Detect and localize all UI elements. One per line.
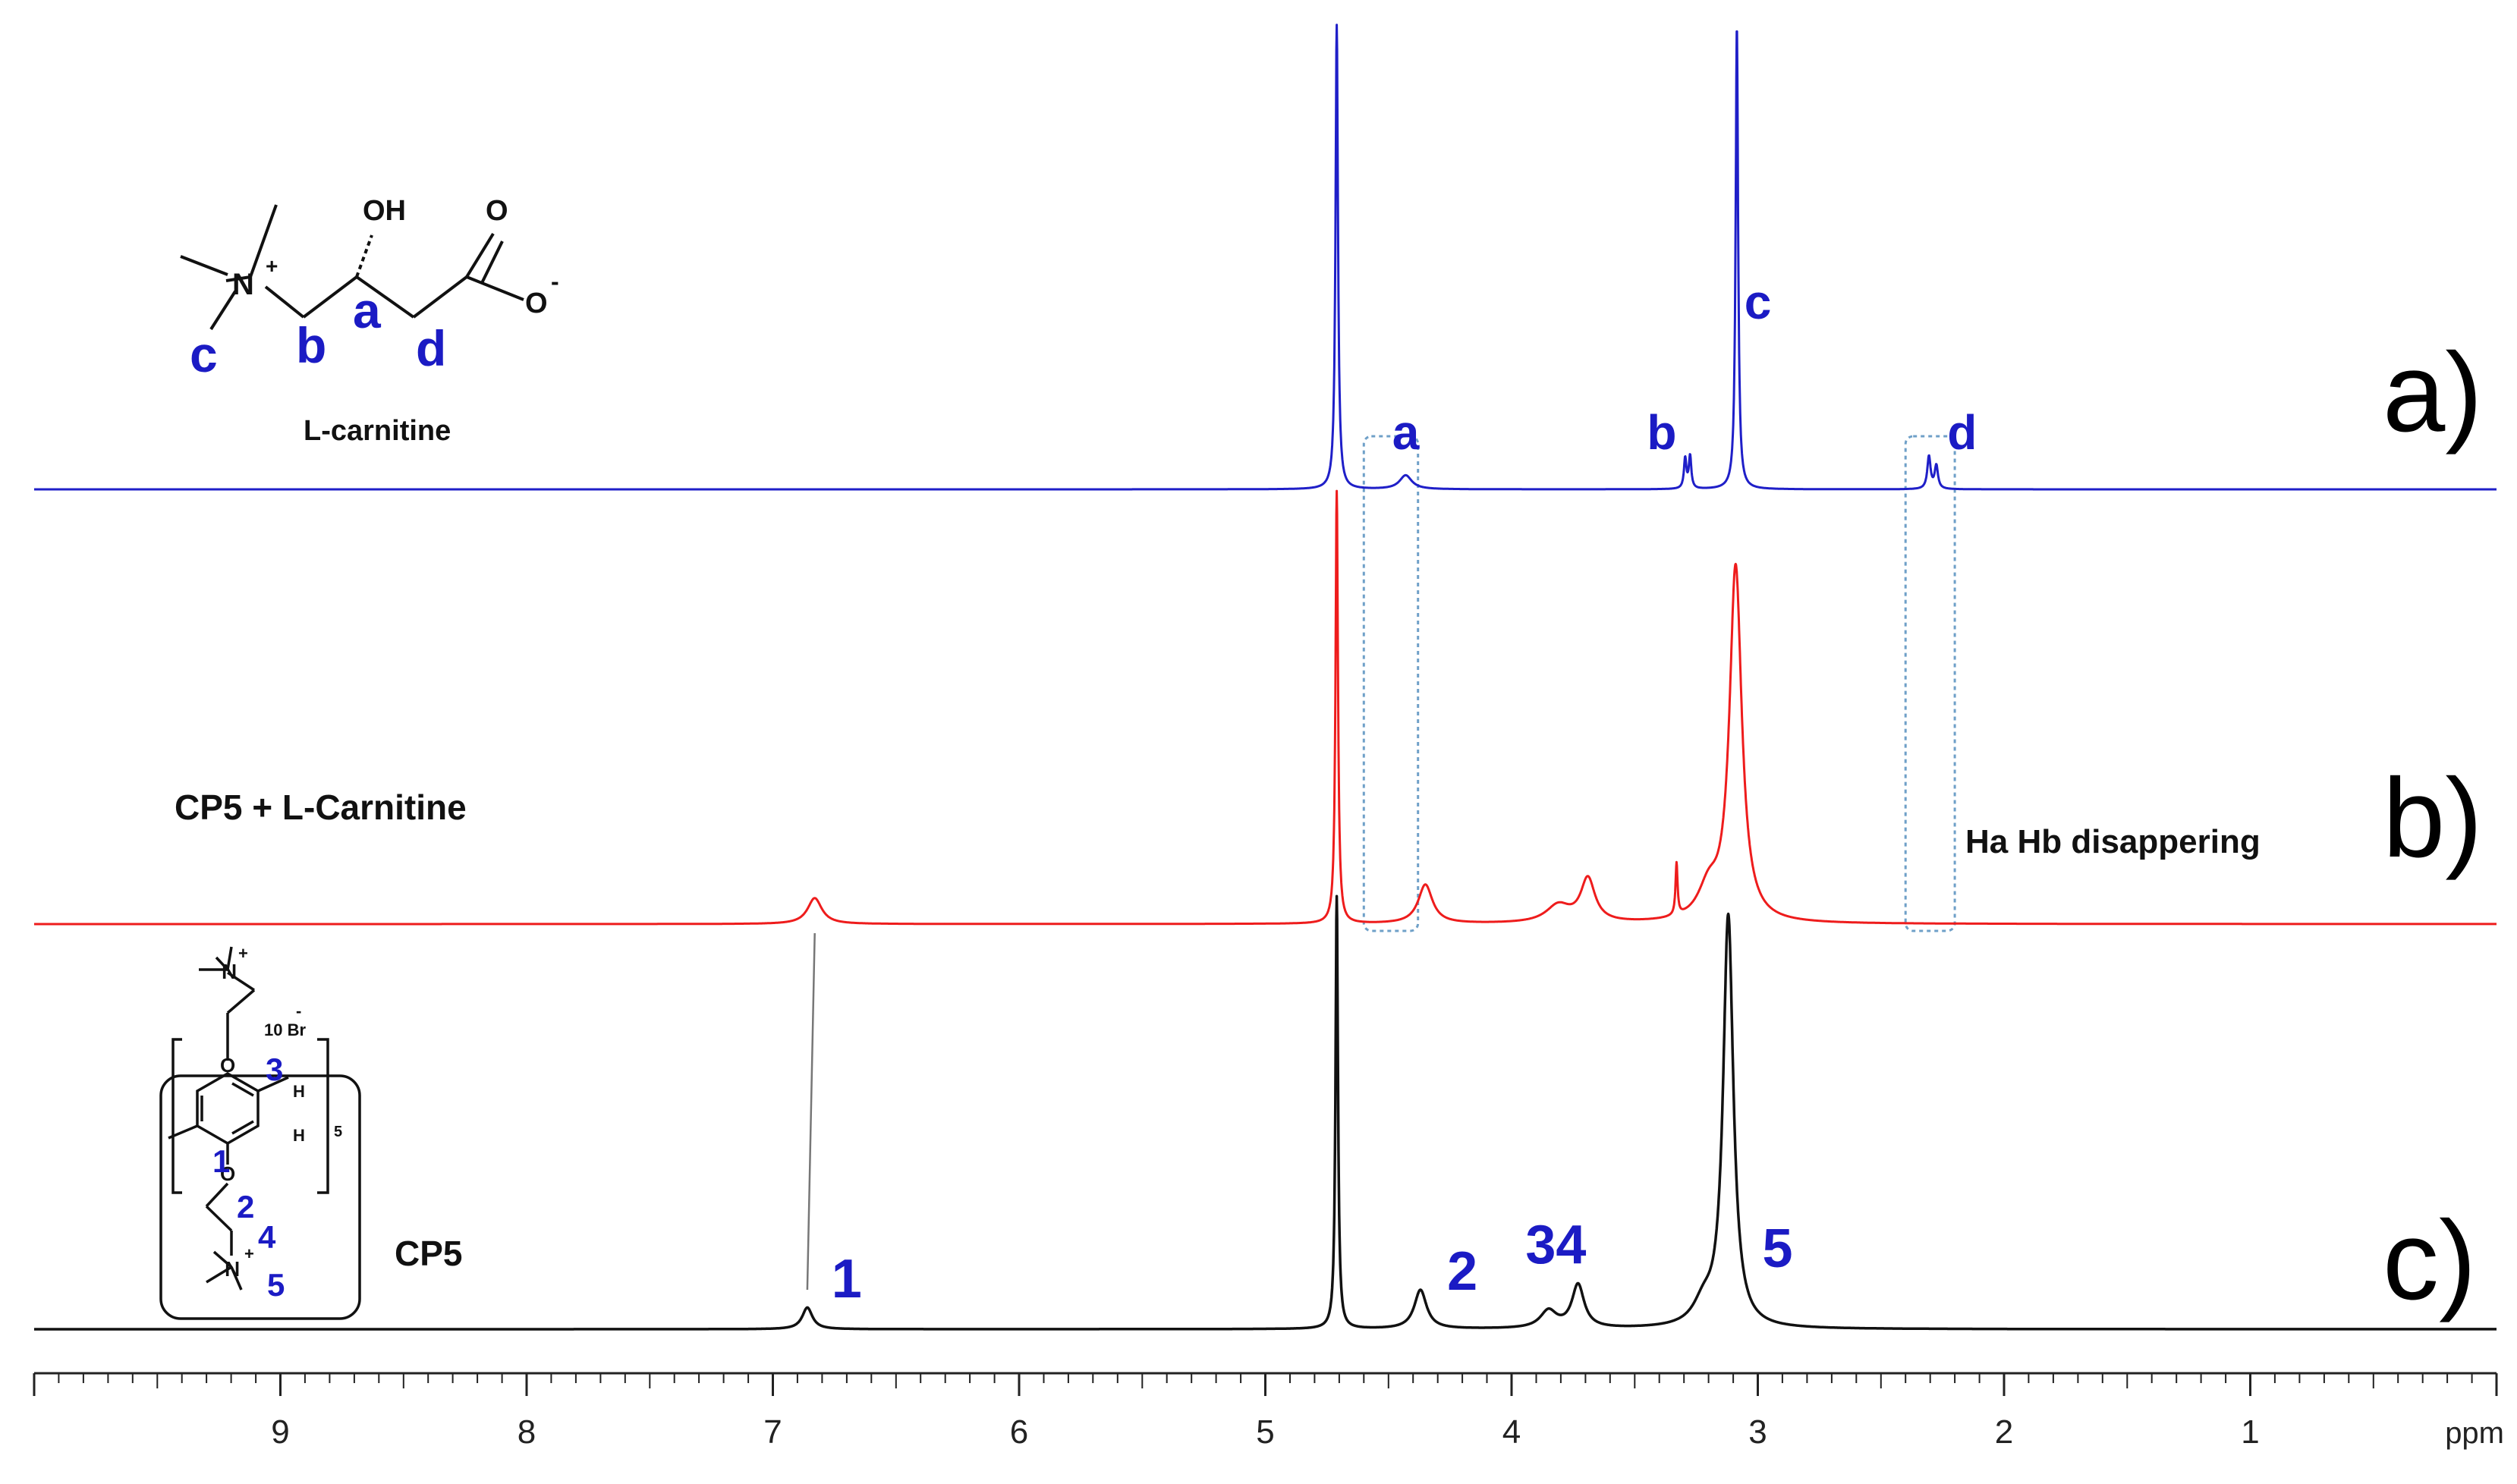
- peak-label-a-d: d: [1947, 405, 1977, 460]
- cp5-repeat-count: 5: [334, 1124, 342, 1140]
- highlight-box-2: [1904, 435, 1956, 932]
- tick-label: 2: [1995, 1413, 2013, 1451]
- l-carnitine-atoms: N + OH O O - c b a d L-carnitine: [190, 195, 559, 447]
- peak-label-a-a: a: [1392, 405, 1420, 460]
- peak-label-c-34: 34: [1525, 1215, 1586, 1275]
- panel-label-b: b): [2383, 756, 2483, 881]
- cp5-h-upper: H: [293, 1082, 305, 1101]
- carnitine-label-b: b: [296, 317, 326, 373]
- cp5-atoms: N + 10 Br - O H H 5 O N + 3 1 2 4 5: [212, 944, 342, 1303]
- panel-label-c: c): [2383, 1198, 2476, 1323]
- peak-correlation-line: [806, 932, 816, 1291]
- peak-label-c-5: 5: [1762, 1218, 1792, 1279]
- tick-label: 3: [1748, 1413, 1767, 1451]
- sample-label-a: L-carnitine: [304, 415, 451, 447]
- tick-label: 1: [2241, 1413, 2259, 1451]
- cp5-label-3: 3: [266, 1052, 283, 1087]
- sample-label-b: CP5 + L-Carnitine: [175, 788, 467, 827]
- cp5-charge-bottom: +: [244, 1244, 254, 1263]
- ppm-axis: 9 8 7 6 5 4 3 2 1: [33, 1372, 2498, 1451]
- tick-label: 7: [763, 1413, 782, 1451]
- carnitine-o-minus: O: [525, 288, 548, 319]
- tick-label: 8: [518, 1413, 536, 1451]
- spectra-traces: [33, 24, 2498, 1331]
- carnitine-label-c: c: [190, 326, 218, 382]
- spectrum-trace-a: [33, 24, 2497, 491]
- tick-label: 9: [271, 1413, 289, 1451]
- peak-label-a-b: b: [1647, 405, 1676, 460]
- highlight-boxes: [1362, 435, 1956, 932]
- carnitine-oh: OH: [363, 195, 406, 227]
- carnitine-label-d: d: [416, 320, 446, 376]
- peak-label-c-2: 2: [1447, 1241, 1477, 1302]
- spectrum-trace-c: [33, 894, 2498, 1331]
- cp5-counterion: 10 Br: [264, 1020, 306, 1039]
- peak-label-c-1: 1: [832, 1249, 862, 1310]
- sample-label-c: CP5: [395, 1234, 462, 1273]
- highlight-box-1: [1362, 435, 1420, 932]
- cp5-label-1: 1: [212, 1143, 230, 1179]
- cp5-o-top: O: [220, 1054, 235, 1077]
- peak-label-a-c: c: [1745, 275, 1772, 329]
- cp5-structure: [159, 946, 361, 1320]
- cp5-label-4: 4: [258, 1219, 276, 1255]
- tick-label: 6: [1010, 1413, 1028, 1451]
- carnitine-n-charge: +: [266, 254, 278, 278]
- carnitine-o-charge: -: [551, 268, 559, 295]
- carnitine-label-a: a: [353, 282, 382, 338]
- tick-label: 5: [1256, 1413, 1274, 1451]
- annotation-disappearing: Ha Hb disappering: [1965, 823, 2261, 860]
- cp5-n-top: N: [222, 960, 237, 983]
- cp5-label-5: 5: [267, 1267, 285, 1303]
- peak-labels: a b c d 1 2 34 5: [832, 275, 1977, 1310]
- carnitine-n-atom: N: [232, 268, 254, 301]
- cp5-n-bottom: N: [225, 1257, 240, 1281]
- cp5-counterion-charge: -: [296, 1001, 301, 1020]
- panel-label-a: a): [2383, 330, 2483, 455]
- cp5-h-lower: H: [293, 1126, 305, 1145]
- carnitine-o-top: O: [486, 195, 508, 227]
- tick-label: 4: [1502, 1413, 1521, 1451]
- cp5-o-bottom: O: [220, 1162, 235, 1185]
- cp5-label-2: 2: [237, 1189, 254, 1225]
- l-carnitine-structure: [180, 204, 524, 331]
- axis-unit-label: ppm: [2445, 1416, 2504, 1450]
- cp5-charge-top: +: [238, 944, 248, 963]
- spectrum-trace-b: [33, 489, 2497, 926]
